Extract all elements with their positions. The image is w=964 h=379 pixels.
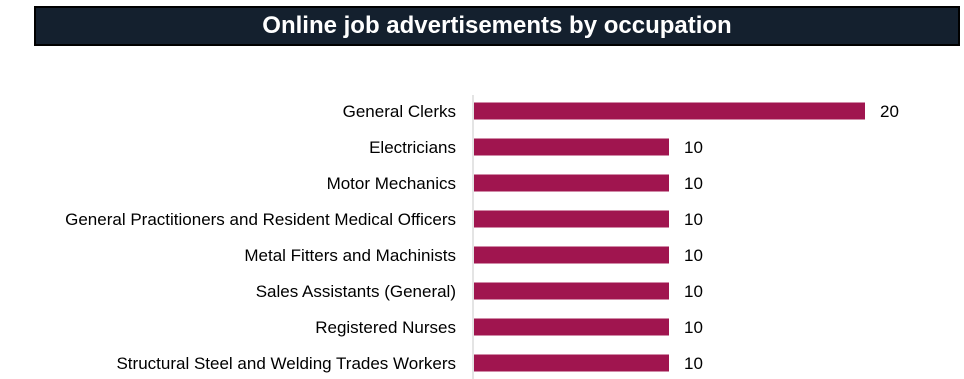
bar (474, 282, 669, 300)
category-label: Sales Assistants (General) (256, 282, 456, 301)
bar (474, 246, 669, 264)
data-label: 10 (684, 138, 703, 157)
data-label: 10 (684, 354, 703, 373)
category-label: Electricians (369, 138, 456, 157)
bar (474, 138, 669, 156)
bar (474, 210, 669, 228)
bar (474, 102, 865, 120)
bar (474, 318, 669, 336)
data-label: 10 (684, 246, 703, 265)
bar (474, 354, 669, 372)
data-label: 10 (684, 318, 703, 337)
chart-title-bar: Online job advertisements by occupation (34, 6, 960, 46)
data-label: 10 (684, 174, 703, 193)
chart-title: Online job advertisements by occupation (262, 12, 732, 39)
data-label: 10 (684, 210, 703, 229)
category-label: Metal Fitters and Machinists (244, 246, 456, 265)
data-label: 10 (684, 282, 703, 301)
category-label: Registered Nurses (315, 318, 456, 337)
bar (474, 174, 669, 192)
category-label: General Practitioners and Resident Medic… (65, 210, 456, 229)
category-label: Motor Mechanics (327, 174, 456, 193)
category-label: Structural Steel and Welding Trades Work… (116, 354, 456, 373)
category-label: General Clerks (343, 102, 456, 121)
data-label: 20 (880, 102, 899, 121)
